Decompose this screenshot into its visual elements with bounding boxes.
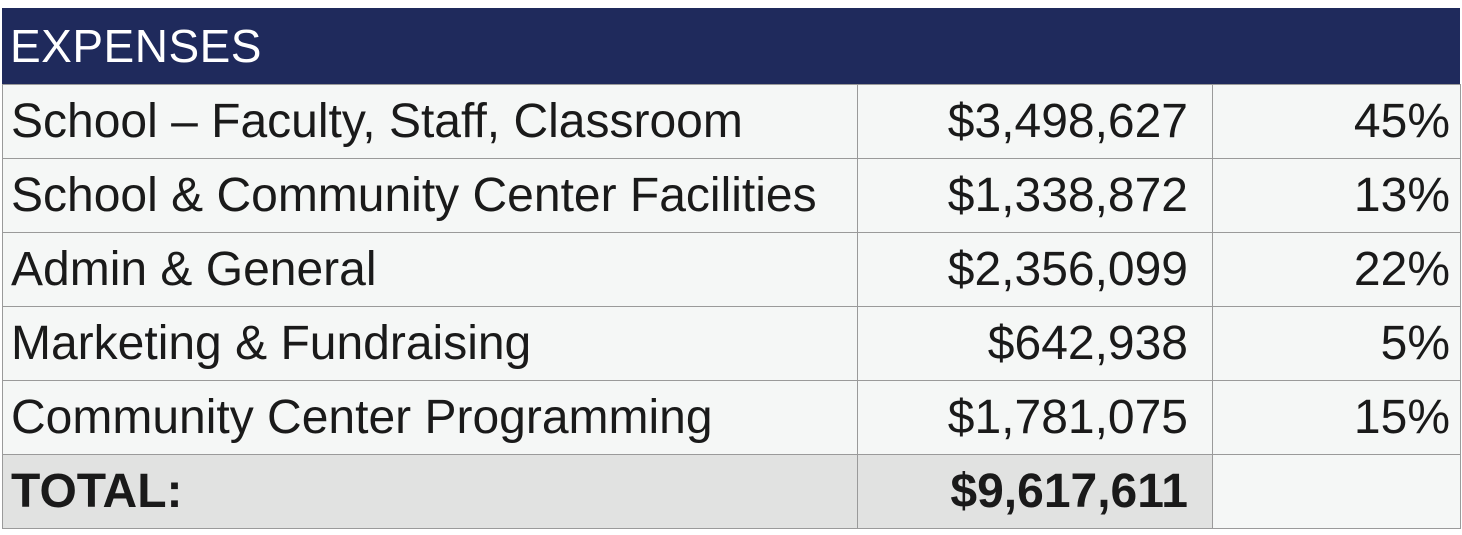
table-row: School – Faculty, Staff, Classroom $3,49… — [2, 84, 1461, 159]
expenses-table: EXPENSES School – Faculty, Staff, Classr… — [2, 8, 1461, 534]
row-percent: 5% — [1212, 306, 1461, 381]
table-title: EXPENSES — [2, 8, 1460, 84]
row-percent: 15% — [1212, 380, 1461, 455]
total-amount: $9,617,611 — [857, 454, 1213, 529]
row-amount: $1,781,075 — [857, 380, 1213, 455]
total-label: TOTAL: — [2, 454, 858, 529]
total-percent — [1212, 454, 1461, 529]
row-amount: $1,338,872 — [857, 158, 1213, 233]
row-label: Community Center Programming — [2, 380, 858, 455]
row-amount: $3,498,627 — [857, 84, 1213, 159]
row-percent: 13% — [1212, 158, 1461, 233]
row-amount: $642,938 — [857, 306, 1213, 381]
table-row: Admin & General $2,356,099 22% — [2, 232, 1461, 307]
row-percent: 22% — [1212, 232, 1461, 307]
total-row: TOTAL: $9,617,611 — [2, 454, 1461, 529]
row-label: School – Faculty, Staff, Classroom — [2, 84, 858, 159]
row-label: Marketing & Fundraising — [2, 306, 858, 381]
row-label: Admin & General — [2, 232, 858, 307]
row-label: School & Community Center Facilities — [2, 158, 858, 233]
row-percent: 45% — [1212, 84, 1461, 159]
table-row: Community Center Programming $1,781,075 … — [2, 380, 1461, 455]
expenses-grid: School – Faculty, Staff, Classroom $3,49… — [2, 84, 1461, 529]
table-row: Marketing & Fundraising $642,938 5% — [2, 306, 1461, 381]
row-amount: $2,356,099 — [857, 232, 1213, 307]
table-row: School & Community Center Facilities $1,… — [2, 158, 1461, 233]
